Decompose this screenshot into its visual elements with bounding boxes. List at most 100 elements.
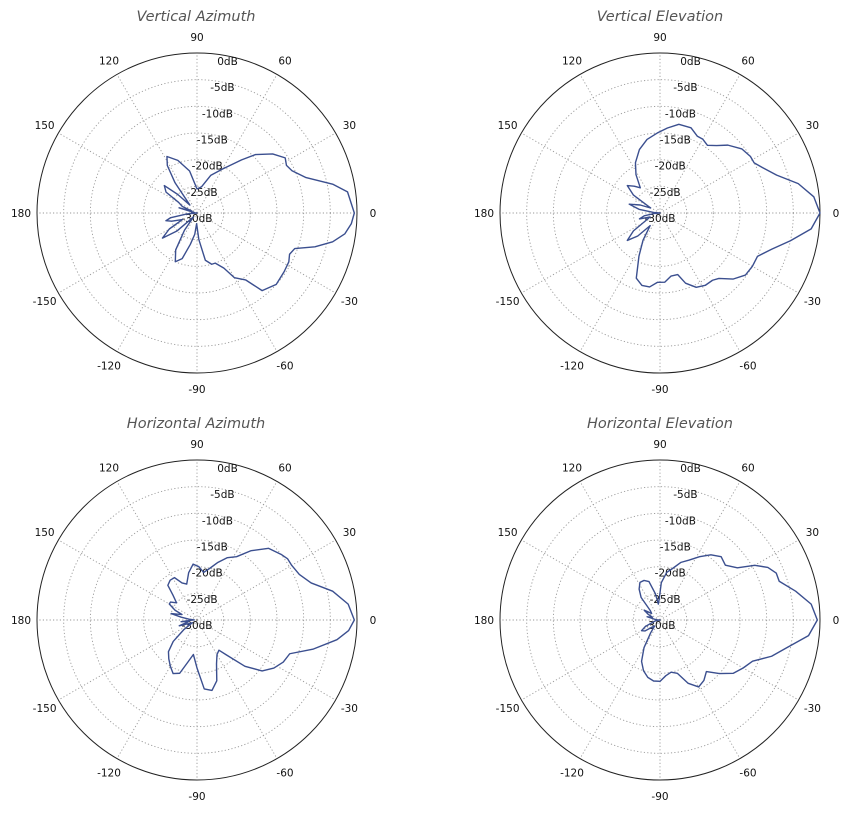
angle-tick-label: 180 [474, 208, 494, 220]
angle-tick-label: -30 [804, 703, 821, 715]
angle-tick-label: 90 [190, 439, 203, 451]
grid-spoke [196, 619, 336, 701]
chart-title: Horizontal Azimuth [126, 416, 266, 432]
radial-tick-label: -5dB [210, 82, 234, 94]
grid-ring [552, 512, 768, 728]
radial-tick-label: 0dB [680, 56, 701, 68]
angle-tick-label: 60 [278, 56, 291, 68]
grid-ring [143, 566, 251, 674]
radial-tick-label: -5dB [673, 489, 697, 501]
angle-tick-label: 0 [370, 208, 377, 220]
polar-chart-horizontal-elevation: Horizontal Elevation 0 30 60 90 120 150 180 -15… [428, 405, 856, 815]
radial-tick-label: -25dB [187, 594, 218, 606]
pattern-line [167, 547, 356, 692]
grid-spoke [58, 539, 198, 621]
radial-tick-label: -15dB [197, 542, 228, 554]
grid-ring [579, 132, 741, 294]
angle-tick-label: -60 [276, 360, 293, 372]
radial-tick-label: -20dB [192, 161, 223, 173]
angle-tick-label: -30 [804, 296, 821, 308]
grid-spoke [659, 481, 741, 621]
grid-spoke [521, 539, 661, 621]
angle-tick-label: 0 [370, 615, 377, 627]
radial-tick-label: 0dB [217, 56, 238, 68]
angle-tick-label: -150 [33, 703, 57, 715]
radial-tick-label: -30dB [644, 620, 675, 632]
radial-tick-label: 0dB [217, 463, 238, 475]
grid-ring [116, 132, 278, 294]
angle-tick-label: -90 [188, 791, 205, 803]
angle-tick-label: -90 [651, 384, 668, 396]
angle-tick-label: 30 [343, 120, 356, 132]
angle-tick-label: 180 [11, 208, 31, 220]
grid-spoke [58, 619, 198, 701]
angle-tick-label: -120 [560, 360, 584, 372]
angle-tick-label: 0 [833, 208, 840, 220]
grid-spoke [116, 619, 198, 759]
grid-spoke [116, 481, 198, 621]
grid-ring [552, 105, 768, 321]
polar-chart-horizontal-azimuth: Horizontal Azimuth 0 30 60 90 120 150 180 -150 -… [0, 405, 428, 815]
grid-ring [169, 185, 225, 241]
grid-ring [89, 512, 305, 728]
angle-tick-label: 90 [190, 32, 203, 44]
radial-tick-label: -30dB [644, 213, 675, 225]
radial-tick-label: -25dB [650, 594, 681, 606]
angle-tick-label: -90 [651, 791, 668, 803]
grid-spoke [659, 74, 741, 214]
pattern-line [626, 123, 821, 288]
grid-spoke [579, 212, 661, 352]
grid-spoke [196, 212, 336, 294]
angle-tick-label: 120 [99, 463, 119, 475]
radial-tick-label: -15dB [660, 135, 691, 147]
polar-chart-vertical-azimuth: Vertical Azimuth 0 30 60 90 120 150 180 -150 -12… [0, 0, 428, 405]
grid-spoke [659, 212, 741, 352]
angle-tick-label: 120 [562, 56, 582, 68]
grid-ring [143, 159, 251, 267]
grid-ring [579, 539, 741, 701]
radial-tick-label: -25dB [187, 187, 218, 199]
radial-tick-label: -10dB [202, 515, 233, 527]
chart-title: Vertical Elevation [596, 9, 724, 25]
angle-tick-label: 60 [741, 56, 754, 68]
chart-title: Vertical Azimuth [136, 9, 256, 25]
grid-spoke [196, 539, 336, 621]
grid-spoke [659, 132, 799, 214]
grid-ring [116, 539, 278, 701]
angle-tick-label: 90 [653, 32, 666, 44]
grid-spoke [116, 212, 198, 352]
radial-tick-label: -5dB [673, 82, 697, 94]
grid-spoke [521, 132, 661, 214]
grid-ring [169, 592, 225, 648]
angle-tick-label: 60 [278, 463, 291, 475]
angle-tick-label: -60 [739, 360, 756, 372]
grid-spoke [659, 212, 799, 294]
grid-spoke [579, 74, 661, 214]
angle-tick-label: 180 [474, 615, 494, 627]
grid-spoke [579, 481, 661, 621]
angle-tick-label: 150 [35, 120, 55, 132]
grid-spoke [58, 132, 198, 214]
outer-circle [36, 52, 358, 374]
chart-title: Horizontal Elevation [587, 416, 733, 432]
pattern-line [638, 554, 819, 688]
grid-spoke [116, 74, 198, 214]
angle-tick-label: -150 [496, 296, 520, 308]
polar-plot: 0 30 60 90 120 150 180 -150 -120 -90 -60 -30 0dB -5dB… [474, 32, 840, 396]
angle-tick-label: -120 [97, 360, 121, 372]
angle-tick-label: 180 [11, 615, 31, 627]
angle-tick-label: 150 [35, 527, 55, 539]
polar-plot: 0 30 60 90 120 150 180 -150 -120 -90 -60 -30 0dB -5dB… [11, 439, 377, 803]
angle-tick-label: -120 [97, 767, 121, 779]
grid-spoke [58, 212, 198, 294]
radial-tick-label: 0dB [680, 463, 701, 475]
grid-spoke [521, 619, 661, 701]
polar-chart-vertical-elevation: Vertical Elevation 0 30 60 90 120 150 180 -150 -… [428, 0, 856, 405]
grid-spoke [196, 74, 278, 214]
grid-spoke [196, 481, 278, 621]
polar-plot: 0 30 60 90 120 150 180 -150 -120 -90 -60 -30 0dB -5dB… [474, 439, 839, 803]
grid-spoke [196, 132, 336, 214]
outer-circle [499, 459, 821, 781]
radial-tick-label: -10dB [202, 108, 233, 120]
grid-spoke [659, 619, 741, 759]
